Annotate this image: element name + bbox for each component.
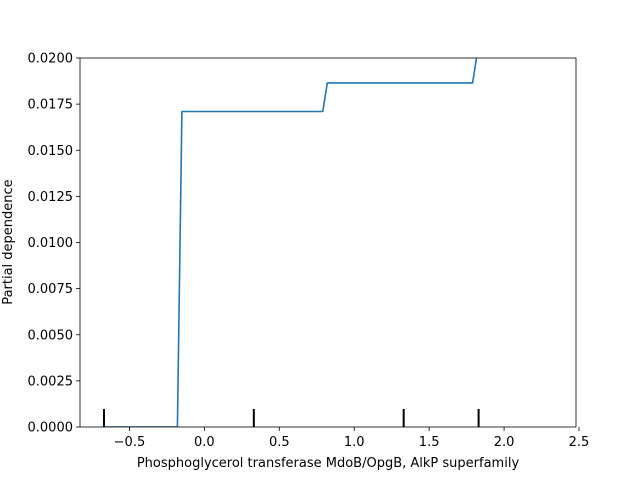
series-lines — [102, 58, 478, 427]
y-tick-label: 0.0175 — [28, 98, 74, 113]
y-axis: 0.0000 0.0025 0.0050 0.0075 0.0100 0.0125 0.01… — [28, 52, 80, 436]
x-tick-label: 2.0 — [494, 435, 515, 450]
x-tick-label: 1.0 — [344, 435, 365, 450]
x-axis-label: Phosphoglycerol transferase MdoB/OpgB, A… — [137, 456, 520, 471]
y-tick-label: 0.0025 — [28, 374, 74, 389]
y-tick-label: 0.0000 — [28, 421, 74, 436]
x-tick-label: 1.5 — [419, 435, 440, 450]
y-tick-label: 0.0150 — [28, 144, 74, 159]
x-tick-label: 2.5 — [569, 435, 590, 450]
y-tick-label: 0.0125 — [28, 190, 74, 205]
x-axis: −0.5 0.0 0.5 1.0 1.5 2.0 2.5 — [114, 427, 590, 450]
x-tick-label: −0.5 — [114, 435, 146, 450]
plot-frame — [79, 57, 577, 428]
y-tick-label: 0.0050 — [28, 328, 74, 343]
y-tick-label: 0.0075 — [28, 282, 74, 297]
rug-marks — [102, 409, 480, 427]
y-tick-label: 0.0200 — [28, 52, 74, 67]
x-tick-label: 0.0 — [194, 435, 215, 450]
y-tick-label: 0.0100 — [28, 236, 74, 251]
y-axis-label: Partial dependence — [1, 179, 16, 304]
x-tick-label: 0.5 — [269, 435, 290, 450]
series-line-0 — [102, 58, 478, 427]
